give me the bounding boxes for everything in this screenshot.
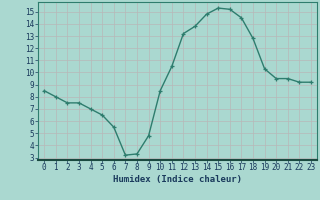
X-axis label: Humidex (Indice chaleur): Humidex (Indice chaleur): [113, 175, 242, 184]
